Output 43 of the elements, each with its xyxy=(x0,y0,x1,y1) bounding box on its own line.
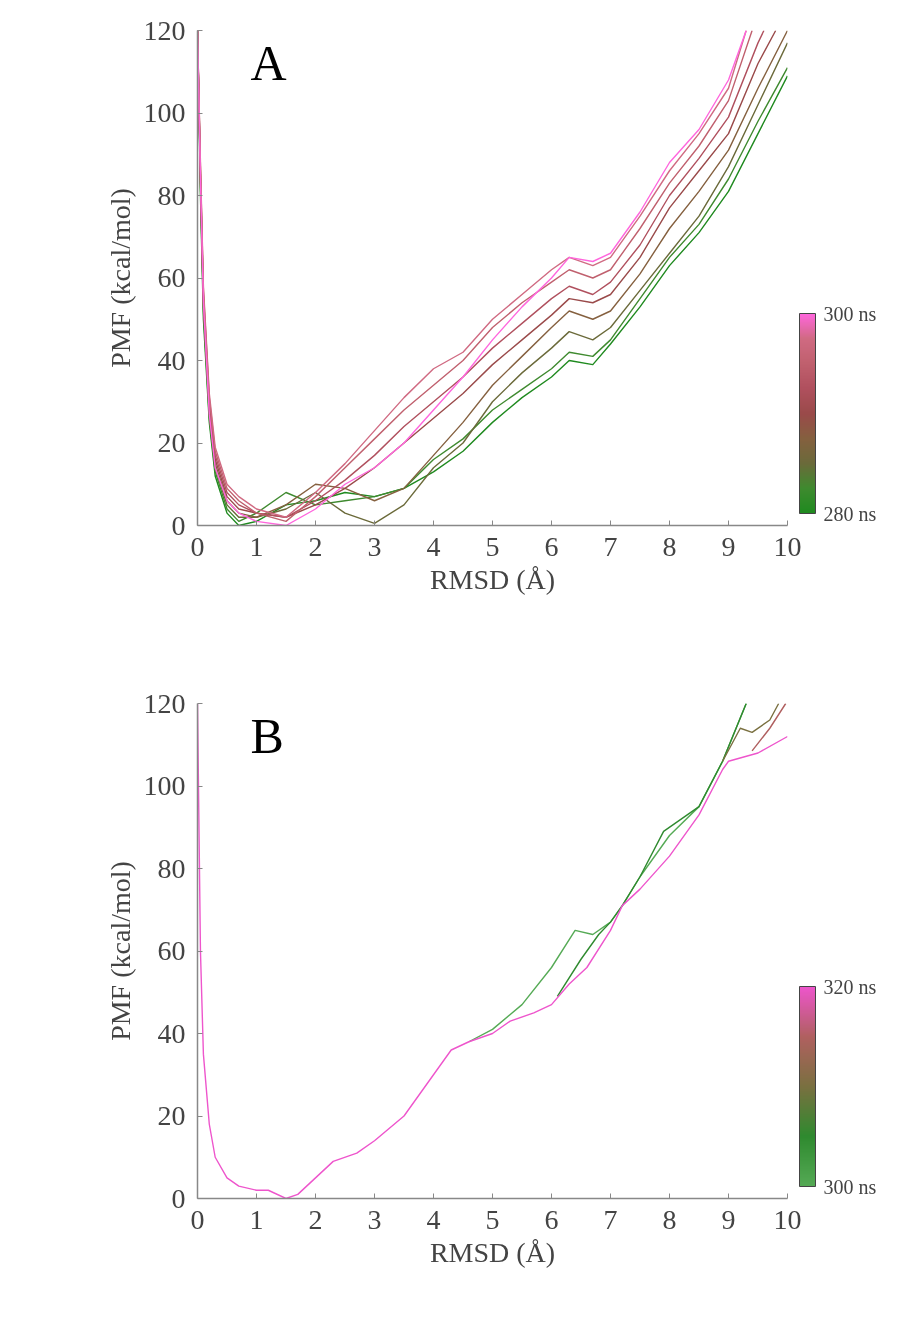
x-tick-label: 3 xyxy=(367,530,382,562)
color-bar-label: 300 ns xyxy=(823,1175,877,1198)
x-tick-label: 4 xyxy=(426,530,441,562)
x-tick-label: 1 xyxy=(249,530,264,562)
y-tick-label: 60 xyxy=(157,935,186,966)
y-tick-label: 60 xyxy=(157,262,186,293)
x-tick-label: 8 xyxy=(662,1203,677,1235)
y-tick-label: 120 xyxy=(143,687,186,719)
x-tick-label: 3 xyxy=(367,1203,382,1235)
y-tick-label: 100 xyxy=(143,97,186,128)
x-tick-label: 7 xyxy=(603,1203,618,1235)
y-tick-label: 0 xyxy=(171,509,186,541)
x-tick-label: 1 xyxy=(249,1203,264,1235)
y-axis-title: PMF (kcal/mol) xyxy=(104,861,136,1041)
color-bar-label: 300 ns xyxy=(823,302,877,325)
y-tick-label: 20 xyxy=(157,427,186,458)
y-tick-label: 40 xyxy=(157,1017,186,1049)
x-tick-label: 4 xyxy=(426,1203,441,1235)
y-axis-title: PMF (kcal/mol) xyxy=(104,188,136,368)
x-tick-label: 9 xyxy=(721,1203,736,1235)
x-tick-label: 2 xyxy=(308,530,323,562)
y-tick-label: 100 xyxy=(143,770,186,801)
x-tick-label: 5 xyxy=(485,530,500,562)
y-tick-label: 80 xyxy=(157,852,186,884)
color-bar-label: 320 ns xyxy=(823,975,877,998)
y-tick-label: 0 xyxy=(171,1182,186,1214)
y-tick-label: 20 xyxy=(157,1100,186,1131)
x-tick-label: 9 xyxy=(721,530,736,562)
x-tick-label: 7 xyxy=(603,530,618,562)
x-tick-label: 2 xyxy=(308,1203,323,1235)
x-tick-label: 10 xyxy=(773,530,802,562)
x-tick-label: 10 xyxy=(773,1203,802,1235)
x-tick-label: 6 xyxy=(544,1203,559,1235)
y-tick-label: 80 xyxy=(157,179,186,211)
x-tick-label: 5 xyxy=(485,1203,500,1235)
x-tick-label: 8 xyxy=(662,530,677,562)
x-tick-label: 6 xyxy=(544,530,559,562)
y-tick-label: 40 xyxy=(157,344,186,376)
chart-title: B xyxy=(250,708,284,765)
x-axis-title: RMSD (Å) xyxy=(429,1236,556,1268)
y-tick-label: 120 xyxy=(143,14,186,46)
x-axis-title: RMSD (Å) xyxy=(429,563,556,595)
color-bar-label: 280 ns xyxy=(823,502,877,525)
